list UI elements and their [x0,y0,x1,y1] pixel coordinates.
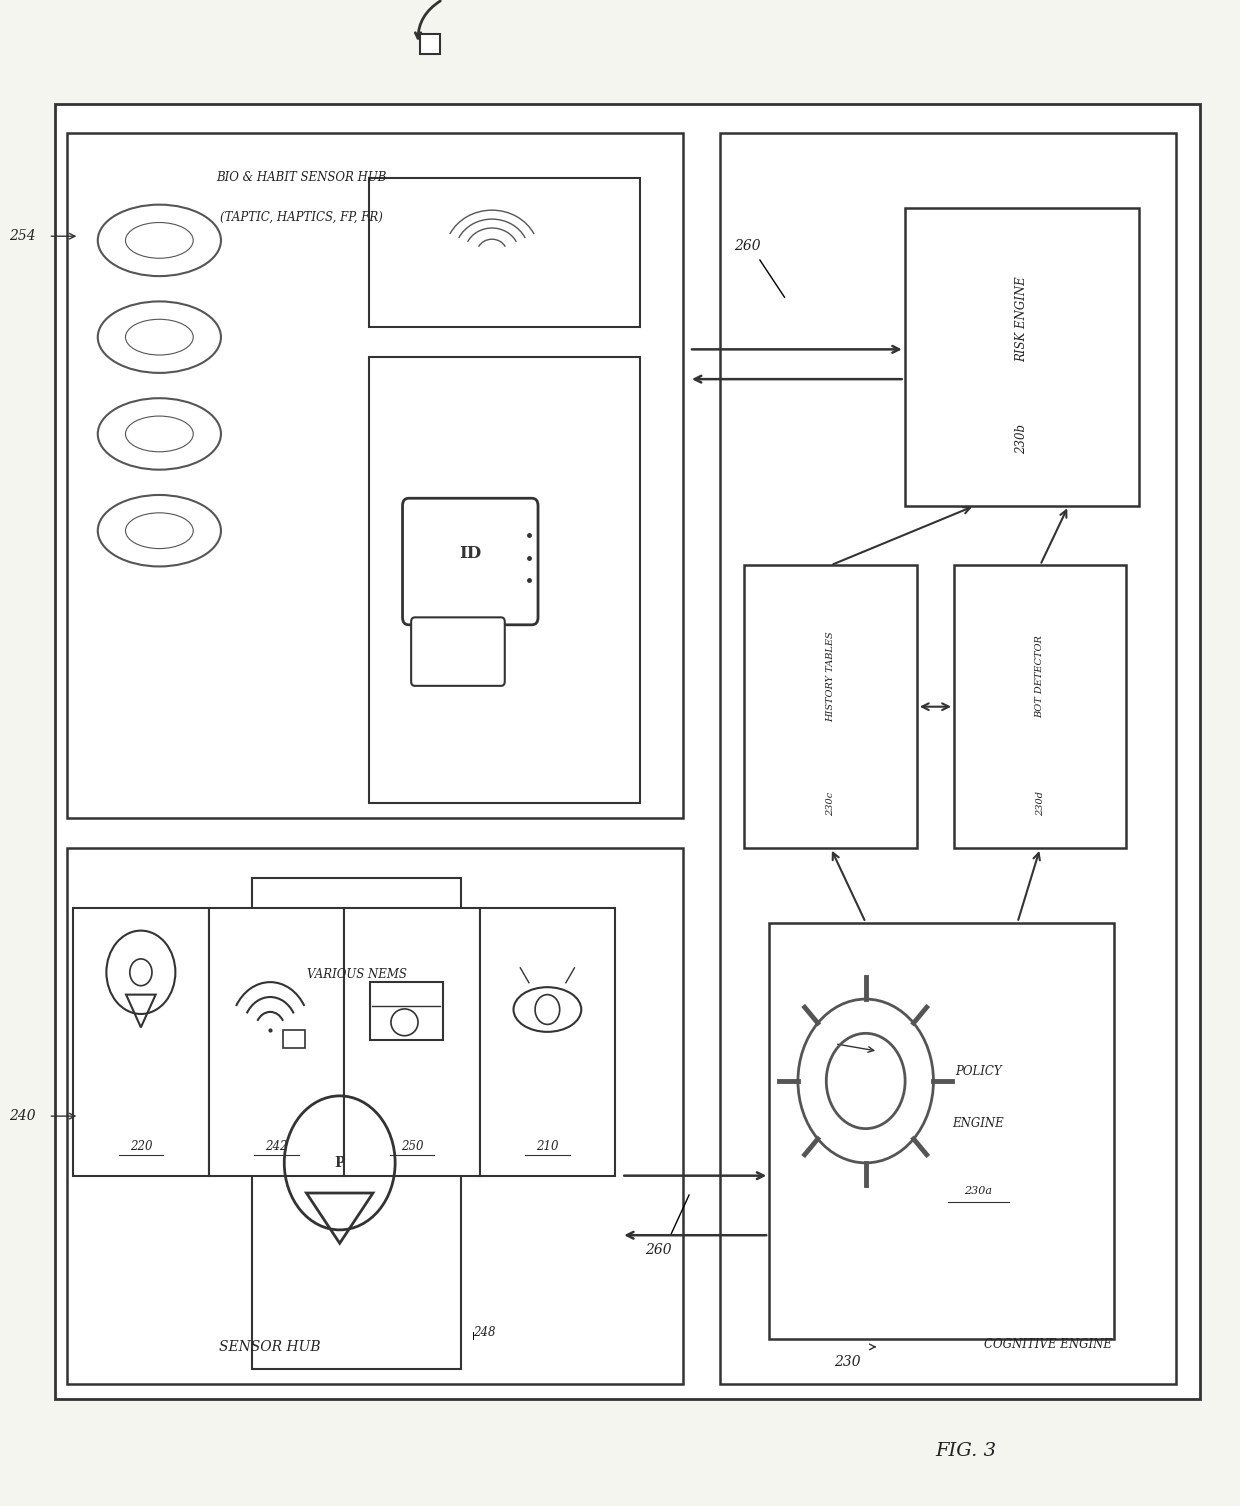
Text: 260: 260 [734,238,761,253]
Text: 248: 248 [474,1327,496,1339]
Text: 230a: 230a [965,1185,992,1196]
FancyBboxPatch shape [905,208,1138,506]
FancyBboxPatch shape [283,1030,305,1048]
Text: 230d: 230d [1035,791,1044,816]
FancyBboxPatch shape [73,908,208,1176]
FancyBboxPatch shape [412,617,505,685]
FancyBboxPatch shape [368,178,640,327]
Text: ENGINE: ENGINE [952,1117,1004,1130]
Text: 260: 260 [645,1242,672,1256]
Text: 230: 230 [833,1355,861,1369]
Text: HISTORY TABLES: HISTORY TABLES [826,631,836,723]
Text: 240: 240 [10,1108,36,1123]
FancyBboxPatch shape [368,357,640,804]
FancyBboxPatch shape [252,1101,461,1369]
Text: COGNITIVE ENGINE: COGNITIVE ENGINE [985,1339,1112,1351]
Text: RISK ENGINE: RISK ENGINE [1016,277,1028,363]
Text: 210: 210 [536,1140,559,1154]
Text: VARIOUS NEMS: VARIOUS NEMS [306,968,407,982]
FancyBboxPatch shape [744,565,916,848]
FancyBboxPatch shape [345,908,480,1176]
FancyBboxPatch shape [208,908,345,1176]
Text: 250: 250 [401,1140,423,1154]
FancyBboxPatch shape [480,908,615,1176]
Text: 230b: 230b [1016,423,1028,453]
Text: P: P [335,1157,345,1170]
FancyBboxPatch shape [720,134,1176,1384]
Text: FIG. 3: FIG. 3 [936,1443,997,1461]
FancyBboxPatch shape [67,134,683,818]
Text: BOT DETECTOR: BOT DETECTOR [1035,636,1044,718]
Text: BIO & HABIT SENSOR HUB: BIO & HABIT SENSOR HUB [216,170,386,184]
FancyBboxPatch shape [954,565,1126,848]
FancyBboxPatch shape [769,923,1114,1339]
Text: 230c: 230c [826,791,836,816]
FancyBboxPatch shape [55,104,1200,1399]
Text: POLICY: POLICY [955,1065,1002,1078]
Text: (TAPTIC, HAPTICS, FP, FR): (TAPTIC, HAPTICS, FP, FR) [219,211,382,224]
FancyBboxPatch shape [370,982,443,1041]
FancyBboxPatch shape [67,848,683,1384]
FancyBboxPatch shape [252,878,461,1071]
Text: 254: 254 [10,229,36,242]
Text: 220: 220 [130,1140,153,1154]
Text: SENSOR HUB: SENSOR HUB [219,1340,321,1354]
Text: ID: ID [459,545,481,562]
Text: 242: 242 [265,1140,288,1154]
FancyBboxPatch shape [403,498,538,625]
